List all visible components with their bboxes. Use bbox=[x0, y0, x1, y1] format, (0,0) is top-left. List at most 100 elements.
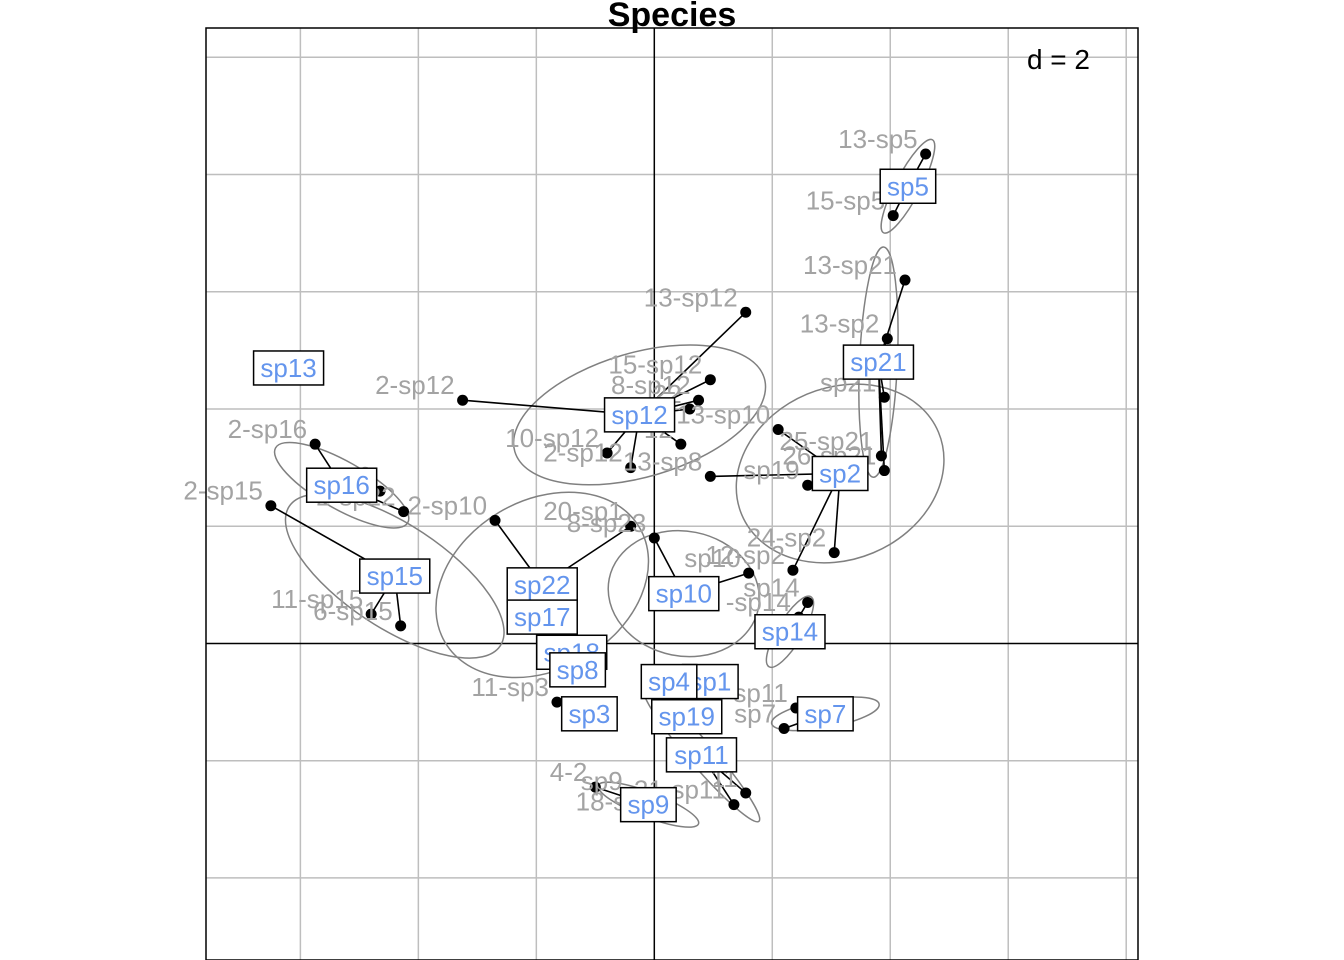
point-8-sp12 bbox=[693, 394, 705, 406]
point-label: 12-sp2 bbox=[705, 540, 785, 570]
point-label: 11-sp15 bbox=[271, 584, 363, 614]
point-label: sp7 bbox=[734, 698, 776, 728]
point-label: 25-sp21 bbox=[779, 426, 873, 456]
species-box-frame bbox=[603, 397, 676, 433]
point-2-sp10 bbox=[489, 514, 501, 526]
species-label: sp12 bbox=[611, 400, 667, 430]
point-label: -sp14 bbox=[726, 587, 791, 617]
species-box-frame bbox=[650, 698, 723, 735]
species-label: sp2 bbox=[819, 458, 861, 488]
point-label: sp11 bbox=[733, 678, 787, 708]
point-label: 20-sp1 bbox=[543, 496, 623, 526]
point-2-sp16 bbox=[309, 438, 321, 450]
point-11 bbox=[740, 787, 752, 799]
species-box-frame bbox=[842, 344, 915, 380]
point-label: sp9 bbox=[581, 766, 623, 796]
species-box-sp8: sp8 bbox=[549, 652, 607, 688]
species-layer: sp5 sp13 sp21 sp12 sp16 sp2 sp15 sp22 sp10 sp17 sp… bbox=[252, 168, 937, 823]
species-box-frame bbox=[879, 168, 937, 205]
species-box-sp19: sp19 bbox=[650, 698, 723, 735]
species-box-frame bbox=[305, 467, 378, 503]
point-label: 24-sp2 bbox=[747, 523, 827, 553]
species-box-sp22: sp22 bbox=[506, 567, 578, 603]
point-2-sp12 bbox=[457, 394, 469, 406]
point-label: 13-sp8 bbox=[623, 446, 703, 476]
ellipse-sp12 bbox=[512, 344, 767, 486]
point-label: 13-sp5 bbox=[838, 124, 918, 154]
point-label: 11-sp3 bbox=[471, 672, 549, 702]
point-25-sp21 bbox=[875, 450, 887, 462]
point-13-sp8 bbox=[704, 470, 716, 482]
species-box-frame bbox=[796, 696, 854, 732]
point-12 bbox=[675, 438, 687, 450]
point-6-sp15 bbox=[395, 620, 407, 632]
species-label: sp15 bbox=[367, 561, 423, 591]
point-label: sp19 bbox=[743, 455, 799, 485]
point-label: 4-2 bbox=[550, 757, 588, 787]
species-box-frame bbox=[560, 696, 618, 732]
point-sp21 bbox=[878, 391, 890, 403]
point-2-sp22 bbox=[398, 506, 410, 518]
point-sp10 bbox=[743, 567, 755, 579]
point-label: 2-sp12 bbox=[375, 370, 455, 400]
point-label: 15-sp12 bbox=[608, 350, 702, 380]
point-15-sp12 bbox=[704, 374, 716, 386]
ellipse-sp2 bbox=[735, 383, 945, 564]
species-box-frame bbox=[754, 613, 826, 650]
species-box-frame bbox=[665, 737, 738, 773]
species-box-frame bbox=[811, 455, 869, 492]
point-13-sp10 bbox=[772, 424, 784, 436]
species-box-sp15: sp15 bbox=[359, 558, 431, 594]
ellipse-sp10 bbox=[607, 529, 761, 658]
point-12-sp2 bbox=[787, 564, 799, 576]
species-label: sp9 bbox=[627, 790, 669, 820]
point-label: 2-sp10 bbox=[408, 490, 488, 520]
point-sp7 bbox=[778, 722, 790, 734]
species-label: sp7 bbox=[804, 699, 846, 729]
species-box-sp9: sp9 bbox=[619, 786, 677, 823]
species-box-frame bbox=[549, 652, 607, 688]
label-layer: 13-sp515-sp513-sp2113-sp2sp2125-sp2126-s… bbox=[183, 124, 917, 816]
species-box-frame bbox=[648, 575, 720, 612]
species-box-frame bbox=[619, 786, 677, 823]
point-label: 15-sp5 bbox=[806, 186, 886, 216]
point-8-sp23 bbox=[648, 532, 660, 544]
point-13-sp21 bbox=[899, 274, 911, 286]
species-box-sp14: sp14 bbox=[754, 613, 826, 650]
point-22 bbox=[684, 403, 696, 415]
point-sp19 bbox=[802, 479, 814, 491]
species-box-sp12: sp12 bbox=[603, 397, 676, 433]
species-box-sp4: sp4 bbox=[640, 663, 698, 700]
species-label: sp14 bbox=[762, 617, 818, 647]
species-box-sp5: sp5 bbox=[879, 168, 937, 205]
species-box-sp2: sp2 bbox=[811, 455, 869, 492]
species-label: sp3 bbox=[568, 699, 610, 729]
species-box-sp7: sp7 bbox=[796, 696, 854, 732]
point-11-sp3 bbox=[551, 696, 563, 708]
point-11-sp15 bbox=[365, 608, 377, 620]
chart-title: Species bbox=[608, 0, 737, 34]
species-box-sp13: sp13 bbox=[252, 350, 325, 386]
point-label: 13-sp12 bbox=[644, 282, 738, 312]
species-label: sp19 bbox=[659, 702, 715, 732]
species-label: sp22 bbox=[514, 570, 570, 600]
point-label: 6-sp15 bbox=[313, 596, 393, 626]
point-label: sp10 bbox=[684, 543, 740, 573]
species-box-sp21: sp21 bbox=[842, 344, 915, 380]
point-label: 2-sp15 bbox=[183, 476, 263, 506]
point-4-2 bbox=[589, 781, 601, 793]
point-2-sp12 bbox=[625, 462, 637, 474]
point-label: 2-sp16 bbox=[228, 414, 308, 444]
species-box-sp16: sp16 bbox=[305, 467, 378, 503]
point-10-sp12 bbox=[601, 447, 613, 459]
species-label: sp11 bbox=[674, 740, 728, 770]
species-label: sp13 bbox=[260, 353, 316, 383]
species-label: sp16 bbox=[313, 470, 369, 500]
species-label: sp4 bbox=[648, 667, 690, 697]
point-label: 13-sp10 bbox=[676, 400, 770, 430]
point-21-sp11 bbox=[728, 799, 740, 811]
point-13-sp2 bbox=[881, 333, 893, 345]
species-label: sp5 bbox=[887, 171, 929, 201]
point-label: 10-sp12 bbox=[505, 423, 599, 453]
